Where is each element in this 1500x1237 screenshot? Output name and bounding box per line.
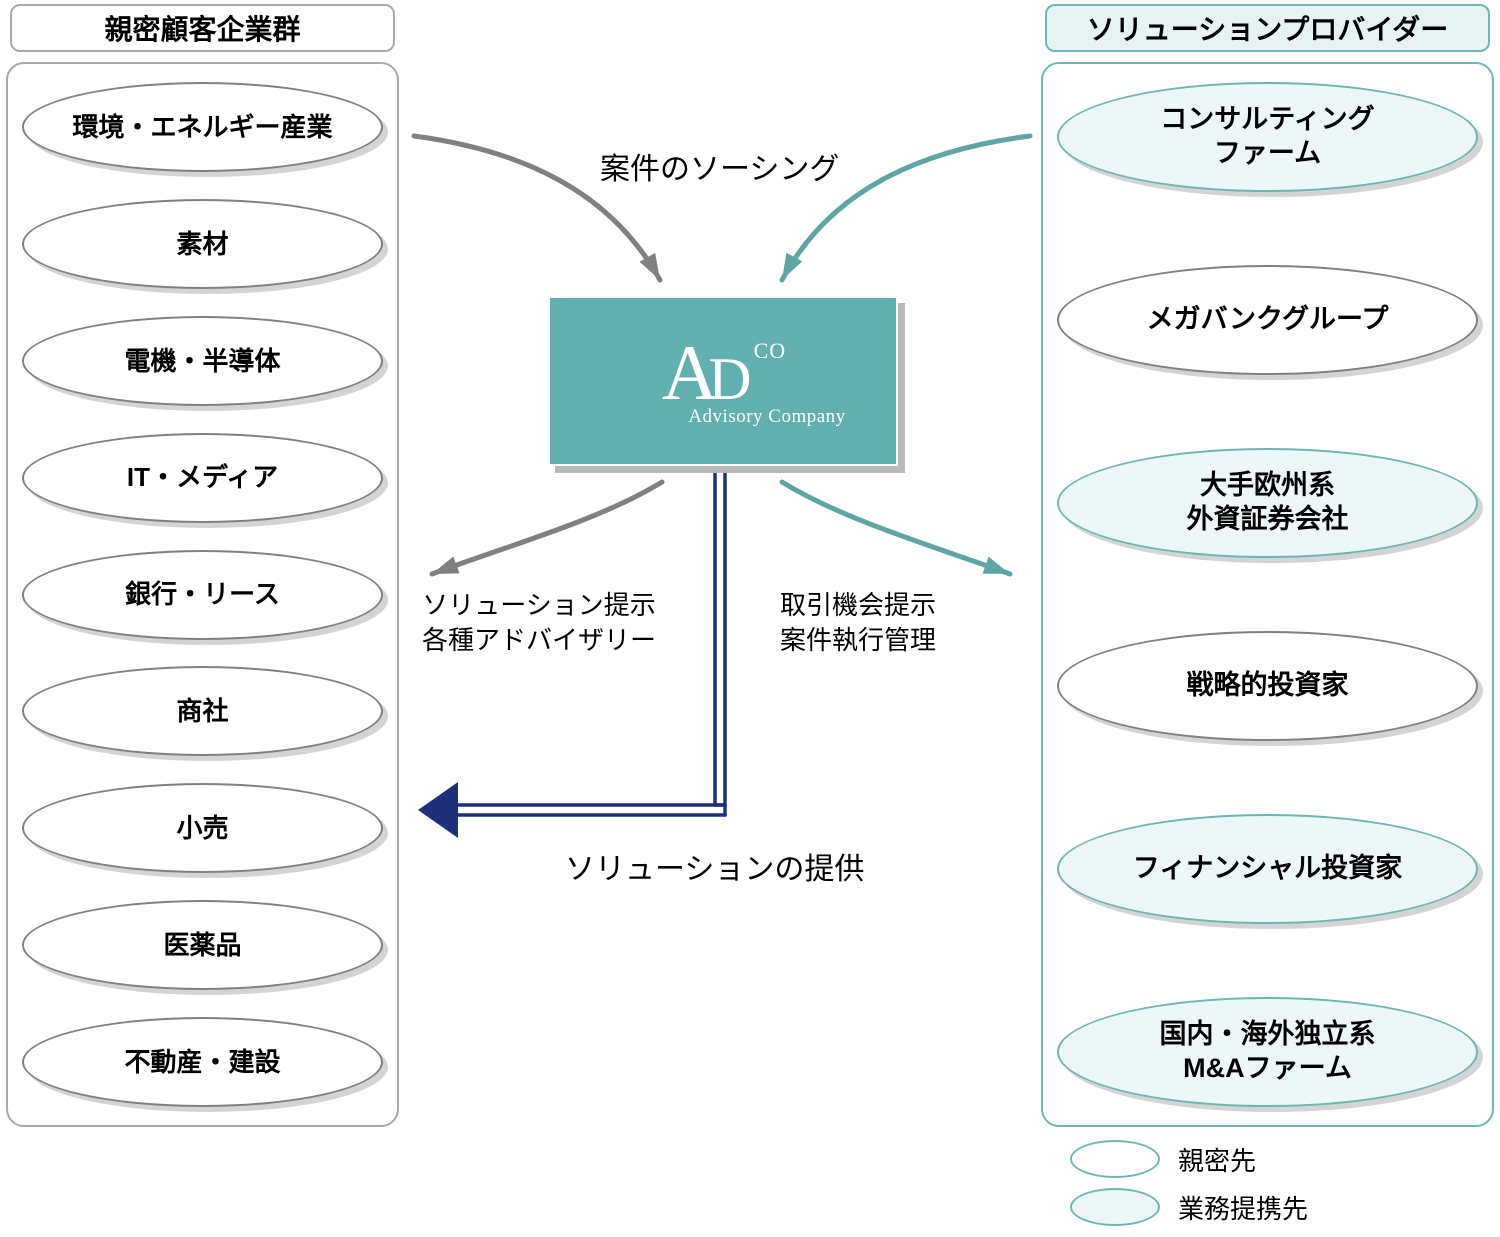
- ellipse-label: 商社: [156, 695, 248, 728]
- ellipse-item: メガバンクグループ: [1057, 265, 1478, 375]
- ellipse-label: 電機・半導体: [104, 345, 300, 378]
- ellipse-item: フィナンシャル投資家: [1057, 814, 1478, 924]
- label-sourcing: 案件のソーシング: [600, 150, 839, 191]
- label-left-out: ソリューション提示 各種アドバイザリー: [422, 588, 656, 658]
- ellipse-item: 大手欧州系 外資証券会社: [1057, 448, 1478, 558]
- left-column-header: 親密顧客企業群: [10, 4, 395, 52]
- legend-row: 業務提携先: [1070, 1188, 1308, 1226]
- ellipse-item: 銀行・リース: [22, 550, 383, 640]
- right-column-panel: コンサルティング ファームメガバンクグループ大手欧州系 外資証券会社戦略的投資家…: [1041, 62, 1494, 1127]
- right-column-header-label: ソリューションプロバイダー: [1087, 8, 1448, 48]
- left-column-header-label: 親密顧客企業群: [104, 8, 300, 48]
- ellipse-item: 環境・エネルギー産業: [22, 82, 383, 172]
- ellipse-label: 国内・海外独立系 M&Aファーム: [1140, 1018, 1396, 1086]
- ellipse-item: 素材: [22, 199, 383, 289]
- ellipse-label: 銀行・リース: [105, 578, 300, 611]
- ellipse-item: 戦略的投資家: [1057, 631, 1478, 741]
- arrow-out_right: [782, 482, 1010, 574]
- legend-label: 業務提携先: [1178, 1189, 1308, 1226]
- left-column-panel: 環境・エネルギー産業素材電機・半導体 IT・メディア銀行・リース商社小売医薬品不動…: [6, 62, 399, 1127]
- ellipse-item: 国内・海外独立系 M&Aファーム: [1057, 997, 1478, 1107]
- legend-swatch: [1070, 1188, 1160, 1226]
- ellipse-item: 商社: [22, 666, 383, 756]
- legend-row: 親密先: [1070, 1140, 1308, 1178]
- right-column-header: ソリューションプロバイダー: [1045, 4, 1490, 52]
- label-solution: ソリューションの提供: [565, 850, 864, 891]
- legend-label: 親密先: [1178, 1141, 1256, 1178]
- ellipse-label: IT・メディア: [107, 461, 298, 494]
- logo-main-text: ADCO: [662, 334, 784, 412]
- ellipse-item: IT・メディア: [22, 433, 383, 523]
- center-logo-box: ADCO Advisory Company: [548, 296, 898, 466]
- ellipse-item: 不動産・建設: [22, 1017, 383, 1107]
- ellipse-label: 大手欧州系 外資証券会社: [1167, 469, 1369, 537]
- logo-d: D: [708, 346, 751, 412]
- ellipse-label: 環境・エネルギー産業: [52, 111, 352, 144]
- ellipse-label: 戦略的投資家: [1167, 669, 1369, 703]
- ellipse-label: コンサルティング ファーム: [1140, 103, 1394, 171]
- legend: 親密先業務提携先: [1070, 1140, 1308, 1226]
- ellipse-label: 不動産・建設: [104, 1046, 300, 1079]
- ellipse-item: 電機・半導体: [22, 316, 383, 406]
- ellipse-item: 小売: [22, 783, 383, 873]
- ellipse-item: 医薬品: [22, 900, 383, 990]
- legend-swatch: [1070, 1140, 1160, 1178]
- ellipse-label: 小売: [156, 812, 248, 845]
- ellipse-label: フィナンシャル投資家: [1113, 852, 1422, 886]
- label-right-out: 取引機会提示 案件執行管理: [780, 588, 936, 658]
- ellipse-item: コンサルティング ファーム: [1057, 82, 1478, 192]
- logo-co: CO: [754, 338, 787, 363]
- ellipse-label: メガバンクグループ: [1127, 303, 1409, 337]
- ellipse-label: 素材: [156, 228, 248, 261]
- ellipse-label: 医薬品: [143, 929, 261, 962]
- arrow-out_left: [432, 482, 662, 574]
